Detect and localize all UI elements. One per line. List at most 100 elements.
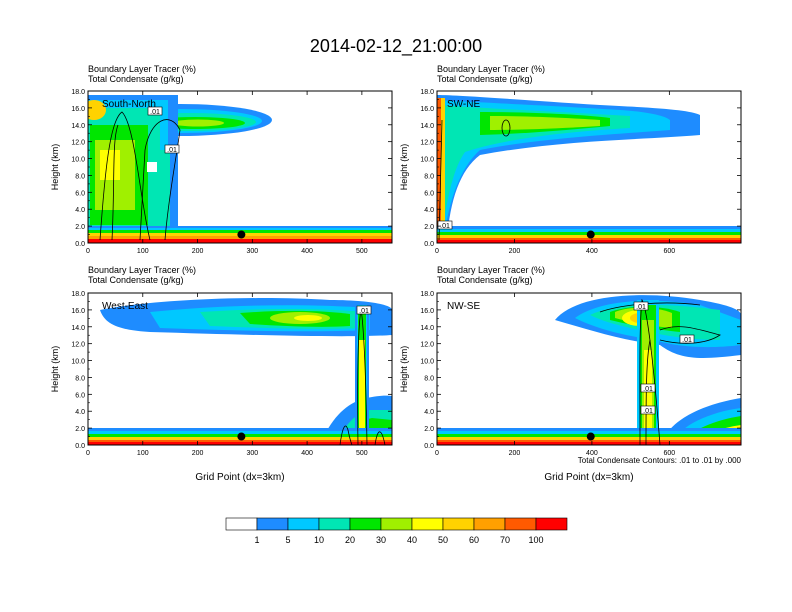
y-tick-label: 8.0 xyxy=(424,173,434,180)
panel-west-east: Boundary Layer Tracer (%) Total Condensa… xyxy=(50,265,393,483)
plot-frame xyxy=(436,90,742,244)
x-axis-label: Grid Point (dx=3km) xyxy=(195,472,284,483)
contour-label xyxy=(679,334,695,344)
y-axis-label: Height (km) xyxy=(399,144,409,191)
x-tick-label: 400 xyxy=(586,248,598,255)
y-axis-label: Height (km) xyxy=(50,144,60,191)
y-tick-label: 0.0 xyxy=(75,443,85,450)
panel-label: NW-SE xyxy=(447,301,480,312)
y-tick-label: 6.0 xyxy=(424,190,434,197)
colorbar-label: 40 xyxy=(407,535,417,545)
panel-title-line2: Total Condensate (g/kg) xyxy=(88,74,184,84)
x-tick-label: 0 xyxy=(435,450,439,457)
colorbar-label: 20 xyxy=(345,535,355,545)
colorbar-swatch xyxy=(442,517,475,531)
x-tick-label: 600 xyxy=(664,450,676,457)
y-tick-label: 14.0 xyxy=(71,325,85,332)
colorbar-label: 70 xyxy=(500,535,510,545)
y-tick-label: 16.0 xyxy=(71,308,85,315)
contour-label-text: .01 xyxy=(167,147,177,154)
contour-label xyxy=(437,220,453,230)
x-tick-label: 400 xyxy=(586,450,598,457)
y-tick-label: 8.0 xyxy=(75,375,85,382)
y-tick-label: 14.0 xyxy=(71,123,85,130)
y-tick-label: 6.0 xyxy=(75,392,85,399)
y-tick-label: 6.0 xyxy=(424,392,434,399)
y-tick-label: 18.0 xyxy=(71,89,85,96)
field-layers xyxy=(88,95,392,243)
panel-south-north: Boundary Layer Tracer (%) Total Condensa… xyxy=(50,64,393,255)
x-tick-label: 200 xyxy=(192,248,204,255)
surface-marker xyxy=(237,230,246,239)
y-tick-label: 10.0 xyxy=(420,359,434,366)
x-tick-label: 0 xyxy=(86,248,90,255)
colorbar-swatch xyxy=(380,517,413,531)
contour-label-text: .01 xyxy=(636,304,646,311)
surface-marker xyxy=(586,432,595,441)
y-tick-label: 0.0 xyxy=(424,241,434,248)
y-tick-label: 12.0 xyxy=(420,342,434,349)
panel-nw-se: Boundary Layer Tracer (%) Total Condensa… xyxy=(399,265,742,483)
y-tick-label: 4.0 xyxy=(75,409,85,416)
colorbar-label: 100 xyxy=(528,535,543,545)
y-tick-label: 16.0 xyxy=(420,308,434,315)
y-tick-label: 10.0 xyxy=(71,157,85,164)
field-layers xyxy=(437,295,741,445)
plot-frame xyxy=(87,90,393,244)
panel-title-line1: Boundary Layer Tracer (%) xyxy=(437,64,545,74)
y-tick-label: 0.0 xyxy=(75,241,85,248)
panel-title-line1: Boundary Layer Tracer (%) xyxy=(88,64,196,74)
colorbar-swatch xyxy=(504,517,537,531)
y-tick-label: 8.0 xyxy=(75,173,85,180)
x-tick-label: 0 xyxy=(435,248,439,255)
colorbar-label: 10 xyxy=(314,535,324,545)
contour-label xyxy=(640,405,656,415)
axes: 0.0 2.0 4.0 6.0 8.0 10.0 12.0 14.0 16.0 18.0 0 100 2… xyxy=(50,291,392,483)
x-tick-label: 0 xyxy=(86,450,90,457)
figure-title: 2014-02-12_21:00:00 xyxy=(310,36,482,57)
x-tick-label: 200 xyxy=(192,450,204,457)
y-tick-label: 0.0 xyxy=(424,443,434,450)
y-tick-label: 2.0 xyxy=(75,224,85,231)
contour-label-text: .01 xyxy=(150,109,160,116)
x-tick-label: 300 xyxy=(246,248,258,255)
surface-marker xyxy=(586,230,595,239)
y-tick-label: 6.0 xyxy=(75,190,85,197)
y-tick-label: 16.0 xyxy=(71,106,85,113)
colorbar-swatch xyxy=(349,517,382,531)
y-tick-label: 12.0 xyxy=(420,140,434,147)
colorbar-label: 5 xyxy=(285,535,290,545)
colorbar-swatch xyxy=(256,517,289,531)
y-tick-label: 16.0 xyxy=(420,106,434,113)
contour-label-text: .01 xyxy=(359,308,369,315)
contour-label xyxy=(147,106,163,116)
panel-sw-ne: Boundary Layer Tracer (%) Total Condensa… xyxy=(399,64,742,255)
panel-title-line1: Boundary Layer Tracer (%) xyxy=(88,265,196,275)
axes: 0.0 2.0 4.0 6.0 8.0 10.0 12.0 14.0 16.0 18.0 0 200 4… xyxy=(399,291,741,483)
x-tick-label: 200 xyxy=(509,450,521,457)
x-tick-label: 400 xyxy=(301,450,313,457)
colorbar: 1 5 10 20 30 40 50 60 70 100 xyxy=(225,517,568,545)
y-tick-label: 14.0 xyxy=(420,325,434,332)
y-tick-label: 10.0 xyxy=(71,359,85,366)
y-tick-label: 2.0 xyxy=(424,224,434,231)
y-tick-label: 12.0 xyxy=(71,342,85,349)
y-axis-label: Height (km) xyxy=(399,346,409,393)
x-tick-label: 400 xyxy=(301,248,313,255)
colorbar-swatch xyxy=(318,517,351,531)
x-tick-label: 100 xyxy=(137,450,149,457)
colorbar-label: 60 xyxy=(469,535,479,545)
x-axis-label: Grid Point (dx=3km) xyxy=(544,472,633,483)
y-tick-label: 4.0 xyxy=(424,207,434,214)
y-tick-label: 2.0 xyxy=(75,426,85,433)
contour-label xyxy=(633,301,649,311)
colorbar-swatch xyxy=(473,517,506,531)
y-axis-label: Height (km) xyxy=(50,346,60,393)
y-tick-label: 12.0 xyxy=(71,140,85,147)
panel-title-line2: Total Condensate (g/kg) xyxy=(437,74,533,84)
y-tick-label: 4.0 xyxy=(75,207,85,214)
contour-label xyxy=(164,144,180,154)
y-tick-label: 18.0 xyxy=(420,89,434,96)
plot-frame xyxy=(436,292,742,446)
